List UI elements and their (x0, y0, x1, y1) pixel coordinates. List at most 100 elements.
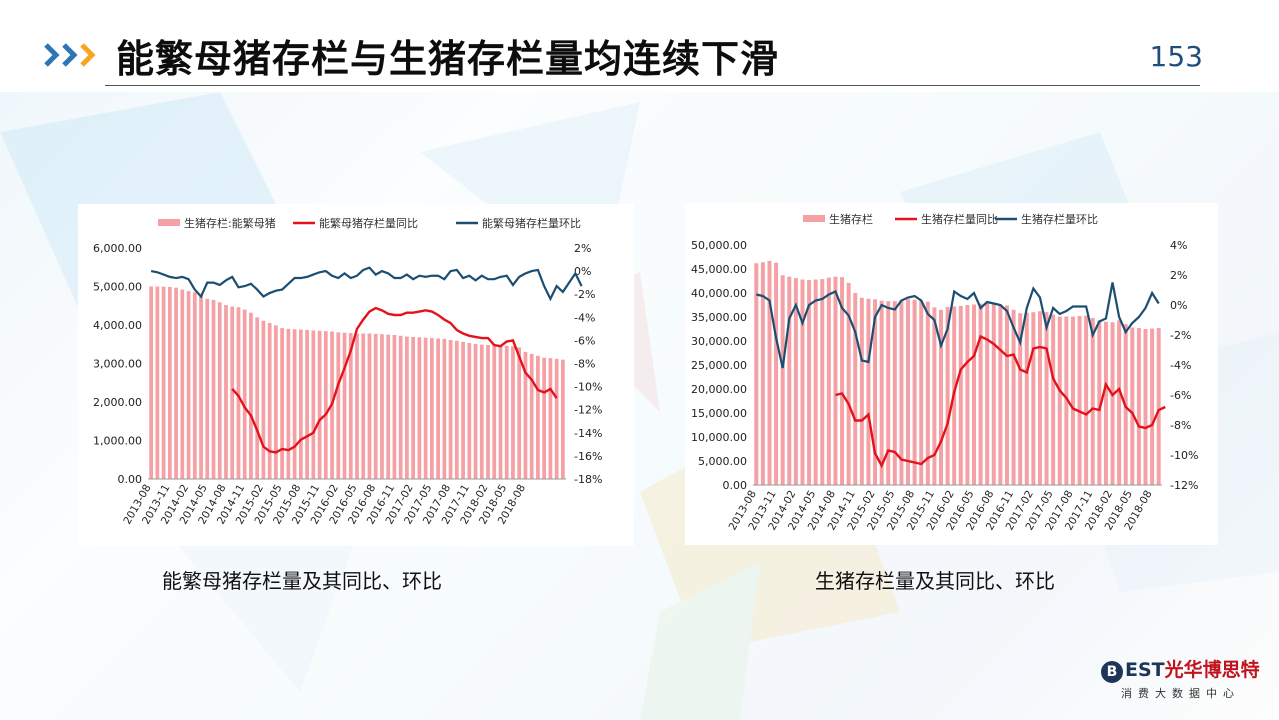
inventory-bar (826, 277, 831, 485)
inventory-bar (523, 351, 528, 479)
inventory-bar (1143, 329, 1148, 485)
y-axis-right-tick: -4% (1170, 359, 1191, 372)
title-divider (105, 85, 1200, 86)
y-axis-left-tick: 50,000.00 (691, 239, 747, 252)
inventory-bar (436, 338, 440, 479)
y-axis-left-tick: 5,000.00 (93, 281, 142, 294)
inventory-bar (149, 286, 153, 479)
legend-label: 生猪存栏 (829, 212, 873, 226)
y-axis-right-tick: -16% (574, 450, 602, 463)
inventory-bar (945, 306, 950, 485)
inventory-bar (311, 330, 316, 479)
inventory-bar (174, 287, 178, 479)
inventory-bar (192, 292, 197, 479)
inventory-bar (211, 299, 216, 479)
y-axis-left-tick: 40,000.00 (691, 287, 747, 300)
inventory-bar (461, 341, 465, 479)
page-number: 153 (1149, 40, 1203, 73)
y-axis-left-tick: 4,000.00 (93, 319, 142, 332)
inventory-bar (780, 275, 785, 485)
y-axis-left-tick: 0.00 (723, 479, 748, 492)
y-axis-left-tick: 15,000.00 (691, 407, 747, 420)
inventory-bar (236, 307, 241, 479)
company-logo: B EST光华博思特 消费大数据中心 (1101, 655, 1261, 705)
inventory-bar (906, 299, 911, 485)
y-axis-left-tick: 30,000.00 (691, 335, 747, 348)
right-chart-caption: 生猪存栏量及其同比、环比 (815, 569, 1055, 593)
inventory-bar (492, 345, 497, 479)
inventory-bar (1057, 316, 1062, 485)
y-axis-right-tick: -4% (574, 311, 595, 324)
inventory-bar (820, 279, 825, 485)
inventory-bar (873, 299, 878, 485)
inventory-bar (448, 340, 453, 479)
inventory-bar (998, 304, 1003, 485)
left-chart-caption: 能繁母猪存栏量及其同比、环比 (162, 569, 442, 593)
inventory-bar (317, 330, 322, 479)
inventory-bar (1156, 328, 1161, 485)
chevron-right-icon (44, 43, 96, 67)
y-axis-right-tick: -6% (1170, 389, 1191, 402)
y-axis-left-tick: 1,000.00 (93, 435, 142, 448)
y-axis-left-tick: 3,000.00 (93, 358, 142, 371)
y-axis-right-tick: -12% (574, 404, 602, 417)
yoy-line (835, 334, 1166, 469)
inventory-bar (486, 345, 490, 479)
inventory-bar (423, 337, 428, 479)
legend-label: 生猪存栏量同比 (921, 212, 998, 226)
logo-b-icon: B (1101, 661, 1123, 683)
inventory-bar (380, 334, 384, 479)
y-axis-left-tick: 45,000.00 (691, 263, 747, 276)
inventory-bar (161, 286, 166, 479)
inventory-bar (774, 262, 779, 485)
y-axis-right-tick: -12% (1170, 479, 1198, 492)
inventory-bar (230, 306, 235, 479)
inventory-bar (793, 278, 798, 485)
inventory-bar (1031, 312, 1036, 485)
y-axis-left-tick: 20,000.00 (691, 383, 747, 396)
hog-inventory-chart: 生猪存栏 生猪存栏量同比 生猪存栏量环比 0.00 5,000.00 10,000.00 1… (691, 212, 1198, 532)
y-axis-right-tick: 2% (1170, 269, 1187, 282)
inventory-bar (186, 291, 191, 479)
inventory-bar (529, 353, 534, 480)
y-axis-left-tick: 6,000.00 (93, 242, 142, 255)
inventory-bar (367, 333, 372, 479)
inventory-bar (1117, 320, 1122, 485)
legend-swatch-bar (803, 215, 825, 222)
legend-label: 生猪存栏:能繁母猪 (184, 216, 276, 230)
inventory-bar (517, 347, 522, 479)
inventory-bar (919, 300, 924, 485)
y-axis-right-tick: -6% (574, 334, 595, 347)
inventory-bar (323, 331, 328, 479)
yoy-line (231, 306, 558, 454)
inventory-bar (787, 276, 792, 485)
inventory-bar (386, 334, 391, 480)
inventory-bar (1024, 312, 1029, 485)
y-axis-right-tick: -8% (1170, 419, 1191, 432)
inventory-bar (454, 340, 459, 479)
inventory-bar (800, 279, 805, 485)
y-axis-right-tick: 4% (1170, 239, 1187, 252)
inventory-bar (965, 305, 970, 485)
inventory-bar (925, 301, 930, 485)
inventory-bar (548, 358, 553, 479)
inventory-bar (392, 335, 397, 479)
mom-line (756, 282, 1160, 369)
inventory-bar (1150, 328, 1155, 485)
inventory-bar (479, 344, 484, 479)
inventory-bar (866, 298, 871, 485)
y-axis-left-tick: 35,000.00 (691, 311, 747, 324)
inventory-bar (813, 279, 818, 485)
inventory-bar (760, 262, 765, 485)
inventory-bar (342, 332, 347, 479)
inventory-bar (442, 338, 447, 479)
inventory-bar (1005, 305, 1009, 485)
mom-line (150, 266, 583, 302)
inventory-bar (899, 300, 904, 485)
y-axis-right-tick: -10% (574, 381, 602, 394)
inventory-bar (892, 301, 897, 485)
inventory-bar (242, 309, 247, 479)
y-axis-right-tick: 0% (574, 265, 591, 278)
y-axis-right-tick: -2% (1170, 329, 1191, 342)
inventory-bar (1090, 317, 1095, 485)
